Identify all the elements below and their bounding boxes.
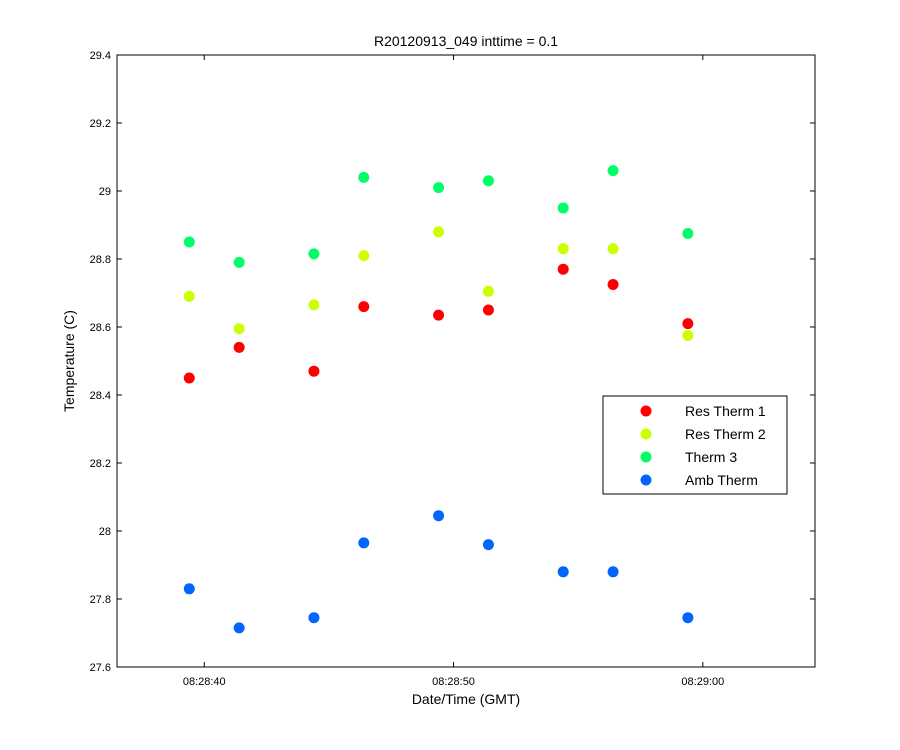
y-tick-label: 29 [99, 186, 111, 198]
point-therm-3 [308, 248, 320, 260]
point-amb-therm [433, 510, 445, 522]
y-tick-label: 28.4 [90, 390, 111, 402]
point-res-therm-2 [308, 299, 320, 311]
legend-label: Amb Therm [685, 472, 758, 488]
point-res-therm-1 [358, 301, 370, 313]
point-res-therm-2 [233, 323, 245, 335]
y-tick-label: 28.2 [90, 458, 111, 470]
legend-marker [640, 474, 652, 486]
point-therm-3 [682, 228, 694, 239]
y-tick-label: 27.6 [90, 662, 111, 674]
point-res-therm-2 [183, 290, 195, 302]
y-tick-label: 28.6 [90, 322, 111, 334]
point-therm-3 [607, 165, 619, 177]
legend-marker [640, 451, 652, 463]
legend-label: Res Therm 2 [685, 426, 766, 442]
point-res-therm-2 [433, 226, 445, 238]
point-res-therm-1 [682, 318, 694, 330]
chart-title: R20120913_049 inttime = 0.1 [374, 33, 558, 49]
point-res-therm-2 [607, 243, 619, 255]
point-res-therm-1 [482, 304, 494, 316]
point-amb-therm [358, 537, 370, 549]
x-axis-label: Date/Time (GMT) [412, 691, 520, 707]
x-tick-label: 08:28:40 [183, 676, 226, 688]
plot-area [116, 54, 816, 668]
point-res-therm-1 [607, 279, 619, 290]
point-therm-3 [482, 175, 494, 187]
point-res-therm-2 [358, 250, 370, 262]
x-tick-label: 08:29:00 [681, 676, 724, 688]
point-res-therm-1 [233, 341, 245, 353]
legend-marker [640, 405, 652, 417]
point-therm-3 [183, 236, 195, 248]
point-res-therm-1 [308, 365, 320, 377]
legend-box [602, 395, 788, 495]
point-amb-therm [682, 612, 694, 624]
y-axis-ticks: 27.6 27.8 28 28.2 28.4 28.6 28.8 29 29.2 29.4 [90, 50, 815, 674]
point-res-therm-1 [433, 309, 445, 321]
point-therm-3 [233, 256, 245, 268]
point-amb-therm [183, 583, 195, 595]
legend-marker [640, 428, 652, 440]
point-therm-3 [358, 171, 370, 183]
y-tick-label: 28 [99, 526, 111, 538]
point-res-therm-1 [183, 372, 195, 384]
y-tick-label: 29.4 [90, 50, 111, 62]
point-amb-therm [233, 622, 245, 634]
point-therm-3 [433, 182, 445, 194]
point-amb-therm [607, 566, 619, 578]
point-amb-therm [308, 612, 320, 624]
point-res-therm-2 [482, 285, 494, 297]
legend-label: Res Therm 1 [685, 403, 766, 419]
point-therm-3 [557, 202, 569, 214]
point-res-therm-2 [557, 243, 569, 255]
legend-label: Therm 3 [685, 449, 737, 465]
y-tick-label: 28.8 [90, 254, 111, 266]
y-axis-label: Temperature (C) [61, 310, 77, 412]
data-points [183, 165, 694, 634]
point-amb-therm [482, 539, 494, 551]
point-res-therm-2 [682, 330, 694, 341]
y-tick-label: 27.8 [90, 594, 111, 606]
x-tick-label: 08:28:50 [432, 676, 475, 688]
point-amb-therm [557, 566, 569, 578]
legend: Res Therm 1 Res Therm 2 Therm 3 Amb Therm [602, 395, 788, 495]
y-tick-label: 29.2 [90, 118, 111, 130]
point-res-therm-1 [557, 263, 569, 275]
x-axis-ticks: 08:28:40 08:28:50 08:29:00 [183, 55, 724, 688]
